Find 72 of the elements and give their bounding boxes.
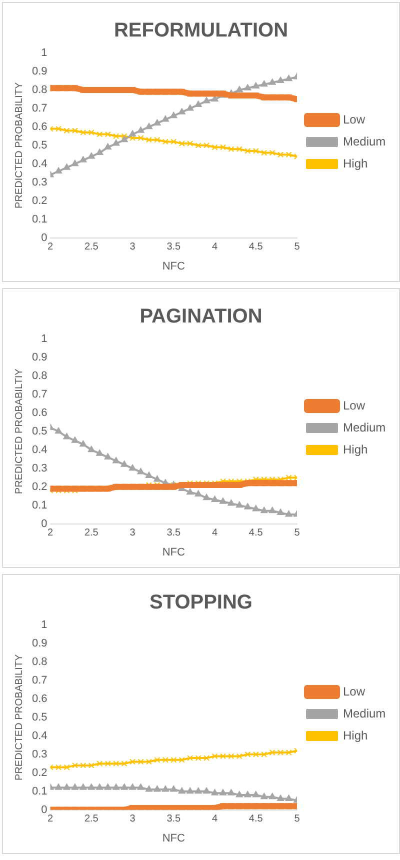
x-axis-title: NFC [162,260,186,272]
y-tick-label: 0.5 [32,139,48,152]
y-tick-label: 0.8 [32,656,48,668]
legend-label: Low [343,112,366,126]
y-tick-label: 0.3 [32,748,48,760]
x-tick-label: 2.5 [84,528,99,539]
y-tick-label: 0.9 [32,352,48,364]
legend-label: Low [343,684,366,698]
y-tick-label: 0.3 [32,176,48,188]
y-tick-label: 0.2 [32,766,48,779]
y-tick-label: 0.1 [32,785,48,798]
x-tick-label: 3 [130,814,136,825]
x-tick-label: 4.5 [248,242,264,253]
y-tick-label: 1 [41,47,48,60]
x-tick-label: 4 [212,814,218,825]
x-tick-label: 4.5 [248,814,264,825]
legend-label: Medium [343,706,386,720]
chart-title: REFORMULATION [114,20,288,42]
x-tick-label: 4 [212,242,218,253]
y-tick-label: 0.6 [32,406,48,419]
y-tick-label: 0.2 [32,480,48,493]
y-tick-label: 0.8 [32,84,48,96]
y-axis-title: PREDICTED PROBABILTIY [14,368,25,494]
y-tick-label: 0.3 [32,462,48,474]
y-tick-label: 0.8 [32,370,48,382]
y-tick-label: 0 [41,804,48,816]
x-tick-label: 4.5 [248,528,264,539]
x-tick-label: 2.5 [84,814,99,825]
x-tick-label: 3 [130,242,136,253]
x-tick-label: 3.5 [166,242,182,253]
x-axis-title: NFC [162,832,186,844]
y-tick-label: 0.9 [32,66,48,78]
x-tick-label: 2 [48,528,54,539]
y-axis-title: PREDICTED PROBABILITY [14,82,25,208]
legend-label: Low [343,398,366,412]
y-axis-title: PREDICTED PROBABILITY [14,654,25,780]
y-tick-label: 0.9 [32,638,48,650]
x-tick-label: 2 [48,242,54,253]
x-tick-label: 2.5 [84,242,99,253]
y-tick-label: 0.6 [32,692,48,705]
y-tick-label: 0.6 [32,120,48,133]
y-tick-label: 0 [41,518,48,530]
y-tick-label: 1 [41,619,48,632]
x-tick-label: 3.5 [166,814,182,825]
legend-label: High [343,442,368,456]
y-tick-label: 0.5 [32,711,48,724]
y-tick-label: 0.1 [32,213,48,226]
y-tick-label: 0.4 [32,730,48,742]
y-tick-label: 0.2 [32,194,48,207]
y-tick-label: 0.1 [32,499,48,512]
y-tick-label: 0 [41,232,48,244]
x-tick-label: 3.5 [166,528,182,539]
y-tick-label: 0.4 [32,158,48,170]
legend-label: High [343,156,368,170]
chart-title: PAGINATION [140,306,262,328]
y-tick-label: 0.7 [32,674,48,686]
x-tick-label: 5 [294,528,300,539]
x-tick-label: 5 [294,814,300,825]
y-tick-label: 0.7 [32,388,48,400]
x-tick-label: 5 [294,242,300,253]
y-tick-label: 0.4 [32,444,48,456]
y-tick-label: 0.7 [32,102,48,114]
x-axis-title: NFC [162,546,186,558]
y-tick-label: 1 [41,333,48,346]
y-tick-label: 0.5 [32,425,48,438]
legend-label: High [343,728,368,742]
legend-label: Medium [343,134,386,148]
x-tick-label: 2 [48,814,54,825]
x-tick-label: 4 [212,528,218,539]
x-tick-label: 3 [130,528,136,539]
chart-title: STOPPING [150,592,252,614]
legend-label: Medium [343,420,386,434]
